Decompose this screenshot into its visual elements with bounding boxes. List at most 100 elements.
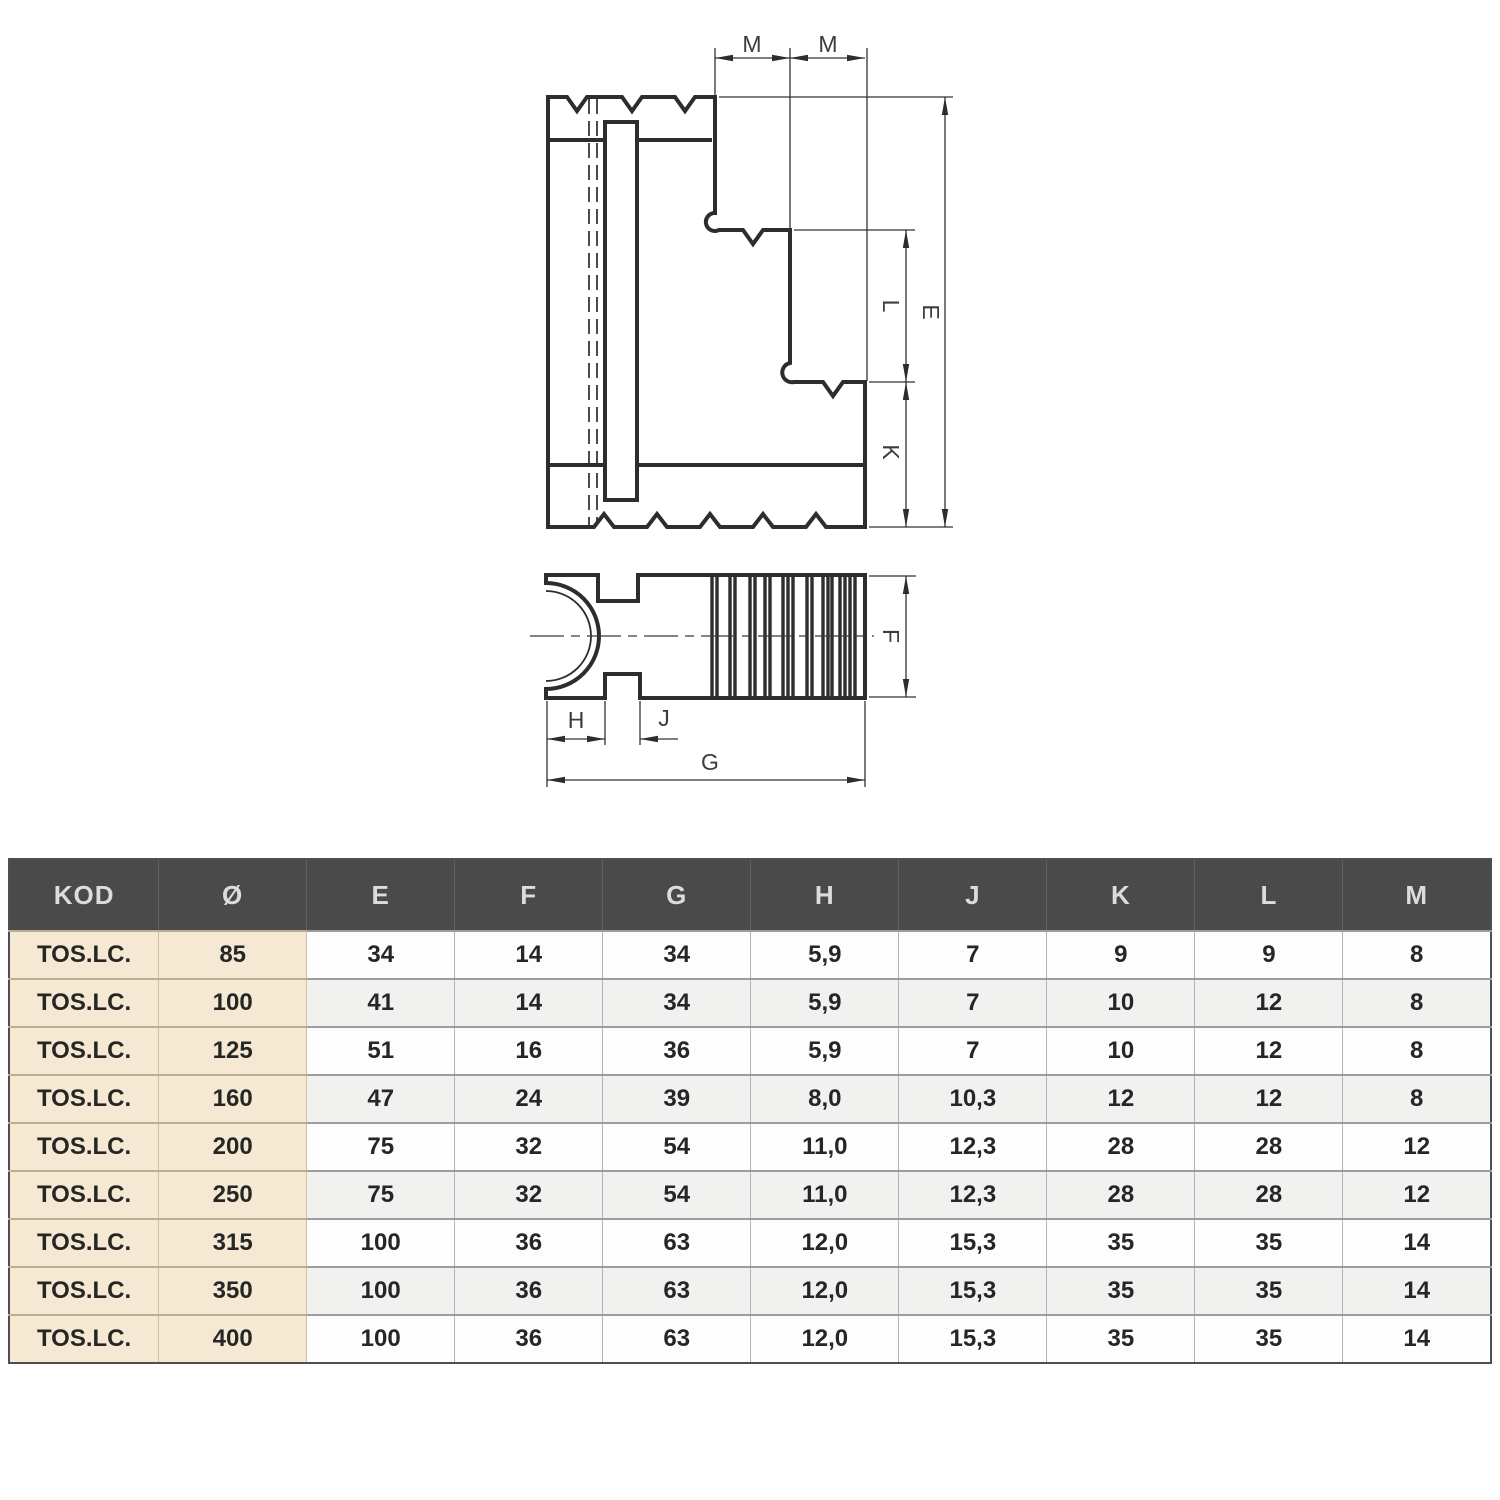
cell-value: 36	[454, 1218, 604, 1267]
cell-value: 14	[1342, 1314, 1492, 1363]
cell-diameter: 100	[158, 978, 308, 1027]
side-view-arrowheads	[715, 54, 949, 527]
dimension-labels: M M L E K F H J G	[568, 31, 944, 775]
table-row: TOS.LC. 350 100 36 63 12,0 15,3 35 35 14	[9, 1266, 1492, 1315]
cell-value: 35	[1194, 1218, 1344, 1267]
table-row: TOS.LC. 125 51 16 36 5,9 7 10 12 8	[9, 1026, 1492, 1075]
cell-value: 36	[454, 1266, 604, 1315]
dim-label-m-right: M	[818, 31, 837, 57]
jaw-side-view-outline	[546, 95, 867, 529]
cell-kod: TOS.LC.	[9, 1266, 160, 1315]
cell-value: 35	[1046, 1314, 1196, 1363]
cell-value: 7	[898, 930, 1048, 979]
dim-label-m-left: M	[742, 31, 761, 57]
cell-value: 100	[306, 1218, 456, 1267]
cell-value: 12,3	[898, 1122, 1048, 1171]
cell-value: 12	[1194, 978, 1344, 1027]
dim-label-f: F	[878, 629, 904, 643]
cell-value: 54	[602, 1170, 752, 1219]
cell-diameter: 350	[158, 1266, 308, 1315]
table-body: TOS.LC. 85 34 14 34 5,9 7 9 9 8 TOS.LC. 100 41 14 34 5,…	[9, 930, 1492, 1363]
cell-diameter: 85	[158, 930, 308, 979]
table-row: TOS.LC. 200 75 32 54 11,0 12,3 28 28 12	[9, 1122, 1492, 1171]
cell-value: 15,3	[898, 1314, 1048, 1363]
cell-kod: TOS.LC.	[9, 1314, 160, 1363]
cell-value: 12	[1194, 1026, 1344, 1075]
cell-value: 35	[1046, 1218, 1196, 1267]
cell-value: 34	[602, 978, 752, 1027]
cell-value: 75	[306, 1122, 456, 1171]
cell-value: 34	[306, 930, 456, 979]
cell-value: 12,0	[750, 1218, 900, 1267]
cell-value: 47	[306, 1074, 456, 1123]
cell-value: 63	[602, 1266, 752, 1315]
bottom-view-arrowheads	[547, 576, 910, 784]
cell-value: 7	[898, 978, 1048, 1027]
dim-label-g: G	[701, 749, 719, 775]
cell-value: 12	[1046, 1074, 1196, 1123]
col-header-kod: KOD	[9, 859, 160, 932]
cell-value: 11,0	[750, 1122, 900, 1171]
cell-value: 75	[306, 1170, 456, 1219]
cell-value: 35	[1046, 1266, 1196, 1315]
cell-value: 32	[454, 1170, 604, 1219]
cell-value: 14	[1342, 1218, 1492, 1267]
cell-value: 12	[1342, 1122, 1492, 1171]
cell-value: 8	[1342, 1074, 1492, 1123]
cell-kod: TOS.LC.	[9, 978, 160, 1027]
cell-value: 15,3	[898, 1218, 1048, 1267]
cell-value: 35	[1194, 1266, 1344, 1315]
cell-value: 8	[1342, 930, 1492, 979]
col-header-g: G	[602, 859, 752, 932]
cell-value: 12,3	[898, 1170, 1048, 1219]
table-row: TOS.LC. 85 34 14 34 5,9 7 9 9 8	[9, 930, 1492, 979]
table-row: TOS.LC. 250 75 32 54 11,0 12,3 28 28 12	[9, 1170, 1492, 1219]
cell-diameter: 315	[158, 1218, 308, 1267]
table-header: KOD Ø E F G H J K L M	[9, 859, 1491, 932]
col-header-h: H	[750, 859, 900, 932]
cell-kod: TOS.LC.	[9, 1122, 160, 1171]
cell-kod: TOS.LC.	[9, 1170, 160, 1219]
cell-value: 28	[1194, 1122, 1344, 1171]
cell-value: 28	[1194, 1170, 1344, 1219]
cell-value: 5,9	[750, 930, 900, 979]
cell-value: 14	[454, 930, 604, 979]
cell-value: 10,3	[898, 1074, 1048, 1123]
cell-value: 32	[454, 1122, 604, 1171]
cell-value: 14	[454, 978, 604, 1027]
cell-value: 28	[1046, 1170, 1196, 1219]
cell-value: 8,0	[750, 1074, 900, 1123]
cell-value: 54	[602, 1122, 752, 1171]
col-header-e: E	[306, 859, 456, 932]
cell-kod: TOS.LC.	[9, 1026, 160, 1075]
cell-kod: TOS.LC.	[9, 1074, 160, 1123]
dimensions-table: KOD Ø E F G H J K L M TOS.LC. 85 34 14 34 5,9…	[8, 858, 1492, 1364]
cell-value: 36	[602, 1026, 752, 1075]
cell-value: 12	[1194, 1074, 1344, 1123]
cell-value: 11,0	[750, 1170, 900, 1219]
cell-diameter: 400	[158, 1314, 308, 1363]
table-row: TOS.LC. 315 100 36 63 12,0 15,3 35 35 14	[9, 1218, 1492, 1267]
col-header-k: K	[1046, 859, 1196, 932]
cell-diameter: 160	[158, 1074, 308, 1123]
key-slot	[603, 120, 639, 502]
cell-value: 100	[306, 1314, 456, 1363]
cell-value: 34	[602, 930, 752, 979]
cell-value: 12	[1342, 1170, 1492, 1219]
cell-diameter: 125	[158, 1026, 308, 1075]
cell-value: 16	[454, 1026, 604, 1075]
cell-value: 100	[306, 1266, 456, 1315]
dim-label-e: E	[918, 304, 944, 319]
cell-value: 28	[1046, 1122, 1196, 1171]
cell-value: 5,9	[750, 1026, 900, 1075]
table-row: TOS.LC. 160 47 24 39 8,0 10,3 12 12 8	[9, 1074, 1492, 1123]
cell-value: 63	[602, 1218, 752, 1267]
cell-value: 10	[1046, 978, 1196, 1027]
cell-value: 9	[1046, 930, 1196, 979]
cell-kod: TOS.LC.	[9, 1218, 160, 1267]
table-row: TOS.LC. 100 41 14 34 5,9 7 10 12 8	[9, 978, 1492, 1027]
dim-label-j: J	[658, 705, 670, 731]
cell-value: 51	[306, 1026, 456, 1075]
cell-kod: TOS.LC.	[9, 930, 160, 979]
